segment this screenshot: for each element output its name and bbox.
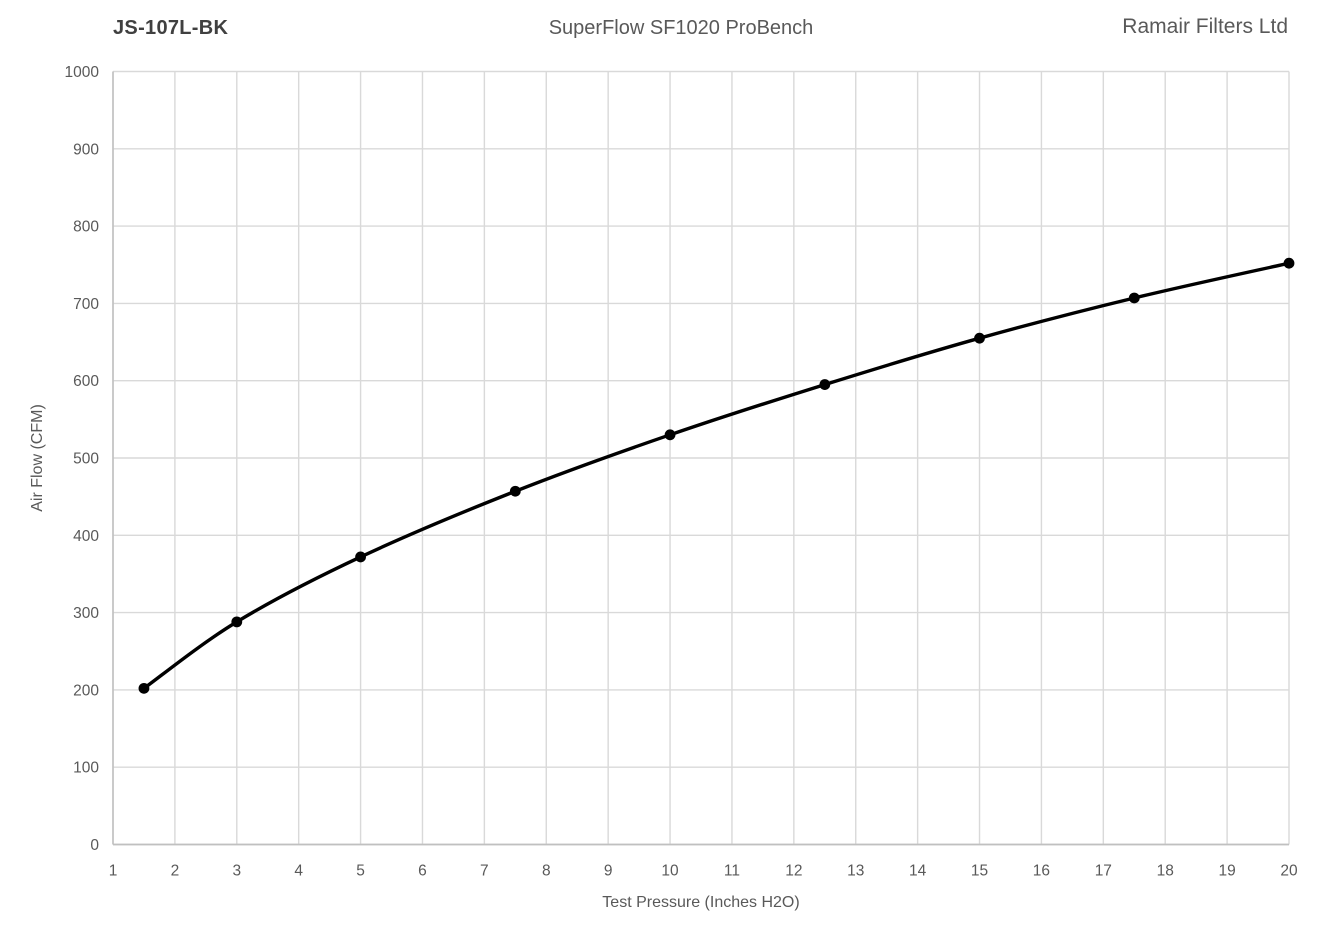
x-tick-label: 1 [109,863,118,880]
x-tick-label: 2 [171,863,180,880]
x-axis-title: Test Pressure (Inches H2O) [602,894,799,911]
data-point [1283,257,1295,269]
y-tick-label: 500 [73,451,99,468]
x-tick-label: 18 [1157,863,1174,880]
x-tick-label: 10 [661,863,679,880]
part-number-title: JS-107L-BK [113,17,229,39]
x-tick-label: 13 [847,863,864,880]
x-tick-label: 14 [909,863,927,880]
data-point [819,379,831,390]
x-tick-label: 20 [1280,863,1298,880]
data-point [974,332,985,344]
y-tick-label: 0 [90,837,99,854]
x-tick-label: 5 [356,863,365,880]
x-tick-label: 7 [480,863,489,880]
y-tick-label: 700 [73,296,99,313]
chart-title: SuperFlow SF1020 ProBench [548,17,814,39]
data-point [1128,292,1140,304]
x-tick-label: 11 [724,863,740,880]
x-tick-label: 8 [542,863,551,880]
y-tick-label: 300 [73,605,99,622]
x-tick-label: 19 [1218,863,1235,880]
data-point [231,616,243,628]
y-tick-label: 1000 [65,64,100,81]
x-tick-label: 16 [1033,863,1050,880]
x-tick-label: 3 [232,863,241,880]
y-tick-label: 900 [73,141,99,158]
x-tick-label: 6 [418,863,427,880]
series-line [142,261,1291,691]
y-tick-label: 800 [73,219,99,236]
data-point [355,551,366,563]
x-tick-label: 9 [604,863,613,880]
data-point [664,429,676,441]
company-name-title: Ramair Filters Ltd [1122,15,1288,38]
x-tick-label: 4 [294,863,303,880]
y-tick-label: 600 [73,373,99,390]
y-axis-title: Air Flow (CFM) [29,404,46,512]
y-tick-label: 400 [73,528,99,545]
y-tick-label: 200 [73,682,99,699]
data-point [509,485,521,497]
y-tick-label: 100 [73,760,99,777]
x-tick-label: 17 [1095,863,1112,880]
data-point [138,682,150,694]
x-tick-label: 12 [785,863,802,880]
x-tick-label: 15 [971,863,988,880]
